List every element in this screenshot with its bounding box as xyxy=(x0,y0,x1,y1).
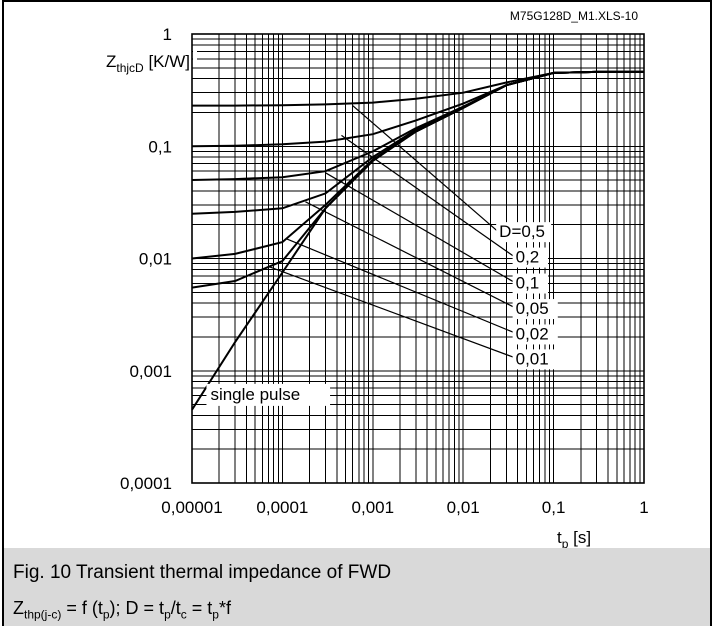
overlays xyxy=(193,49,558,406)
series-line-single-pulse xyxy=(191,70,644,411)
formula-sub: p xyxy=(212,607,219,622)
leader-line xyxy=(268,265,514,358)
curve-label: 0,01 xyxy=(516,349,549,368)
x-tick-label: 0,01 xyxy=(447,498,480,517)
caption-title: Fig. 10 Transient thermal impedance of F… xyxy=(13,562,392,583)
formula-part: Z xyxy=(13,598,24,618)
y-axis-label: ZthjcD [K/W] xyxy=(106,52,190,75)
grid xyxy=(191,33,645,484)
leader-line xyxy=(341,134,514,257)
curve-label-bg xyxy=(512,299,558,320)
pulse-label: single pulse xyxy=(210,385,300,404)
x-tick-label: 0,0001 xyxy=(256,498,308,517)
formula-part: *f xyxy=(218,598,231,618)
formula-sub: p xyxy=(102,607,110,622)
formula-part: = f (t xyxy=(61,598,103,618)
text-labels: D=0,5 0,2 0,1 0,05 0,02 0,01 single pulse 0,000… xyxy=(106,9,649,548)
curve-label: D=0,5 xyxy=(499,222,545,241)
y-tick-label: 1 xyxy=(163,25,172,44)
curve-label: 0,2 xyxy=(516,248,540,267)
curve-label-bg xyxy=(512,273,549,294)
series-line-d-0-5 xyxy=(192,70,644,107)
series-line-d-0-02 xyxy=(191,70,644,260)
formula-sub: p xyxy=(164,607,171,622)
pulse-label-bg xyxy=(206,383,331,406)
curve-label: 0,05 xyxy=(516,299,549,318)
leader-line xyxy=(305,201,514,308)
curve-label-bg xyxy=(512,247,549,268)
curve-label-bg xyxy=(496,222,552,243)
curve-label-bg xyxy=(512,324,558,345)
x-tick-label: 0,001 xyxy=(352,498,395,517)
formula-sub: thp(j-c) xyxy=(24,607,62,622)
leader-line xyxy=(325,172,514,283)
thermal-impedance-chart: D=0,5 0,2 0,1 0,05 0,02 0,01 single pulse 0,000… xyxy=(106,9,649,548)
curves xyxy=(191,70,644,411)
ylabel-bg xyxy=(193,49,197,68)
y-tick-label: 0,001 xyxy=(129,362,172,381)
x-axis-label: tp [s] xyxy=(557,528,591,548)
curve-label-bg xyxy=(512,349,558,370)
curve-label: 0,02 xyxy=(516,324,549,343)
y-tick-label: 0,0001 xyxy=(120,474,172,493)
formula-part: /t xyxy=(170,598,181,618)
caption-formula: Zthp(j-c) = f (tp); D = tp/tc = tp*f xyxy=(13,598,231,622)
figure-caption: Fig. 10 Transient thermal impedance of F… xyxy=(4,548,710,626)
formula-part: = t xyxy=(186,598,213,618)
leader-line xyxy=(285,238,514,333)
leader-line xyxy=(352,105,498,232)
x-tick-label: 1 xyxy=(639,498,648,517)
y-tick-label: 0,01 xyxy=(139,250,172,269)
formula-part: ); D = t xyxy=(109,598,165,618)
x-tick-label: 0,00001 xyxy=(161,498,222,517)
curve-label: 0,1 xyxy=(516,274,540,293)
source-id: M75G128D_M1.XLS-10 xyxy=(510,9,638,23)
series-line-d-0-2 xyxy=(191,70,644,148)
x-tick-label: 0,1 xyxy=(542,498,566,517)
y-tick-label: 0,1 xyxy=(148,137,172,156)
formula-sub: c xyxy=(180,607,187,622)
